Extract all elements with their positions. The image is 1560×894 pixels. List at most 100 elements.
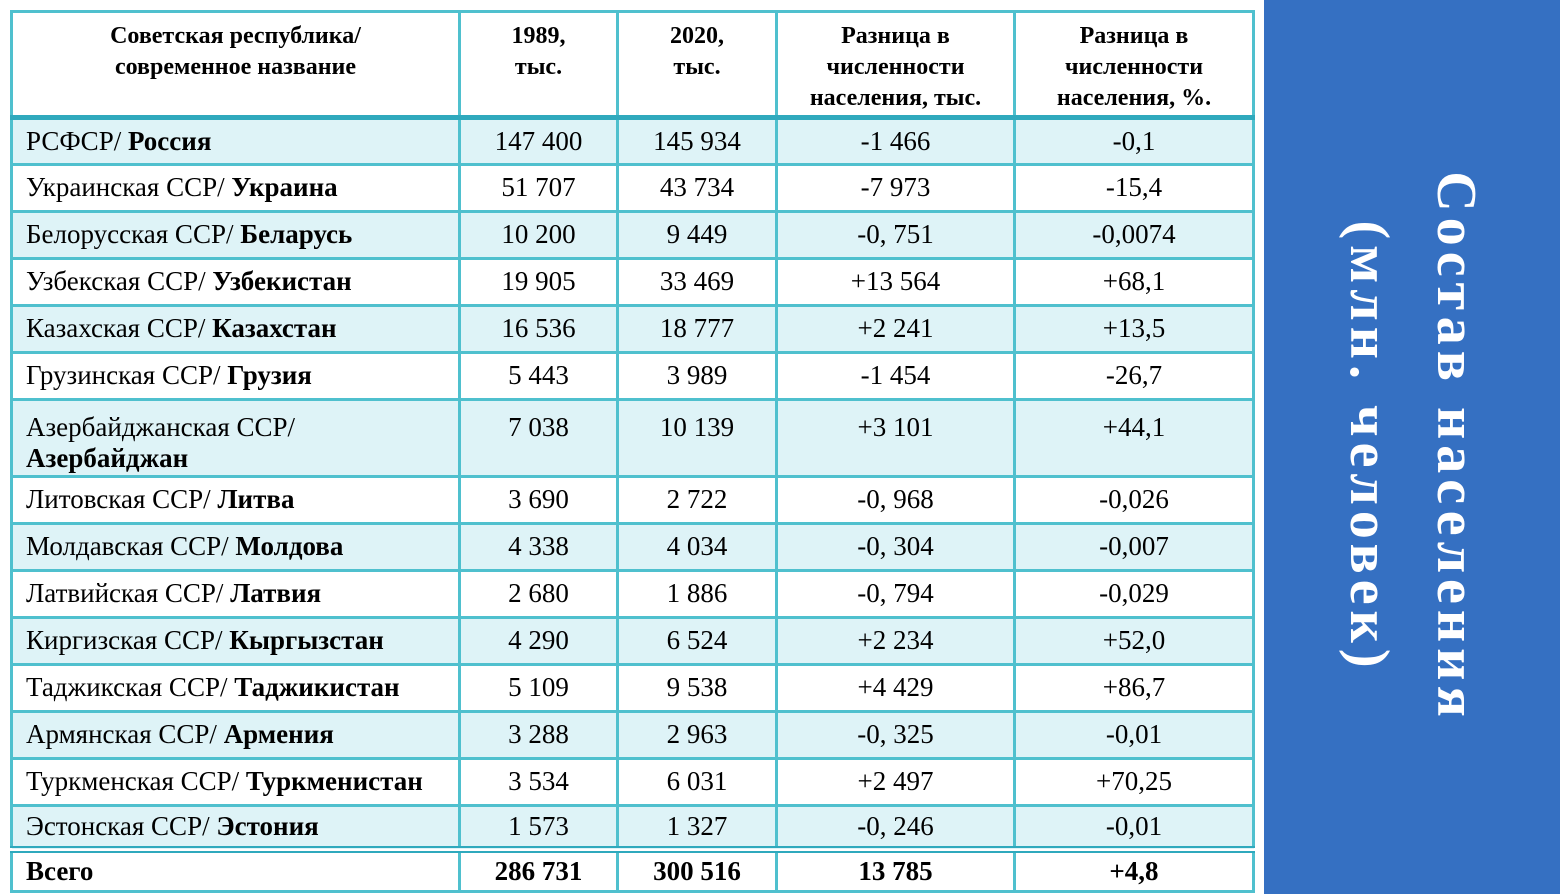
table-row: Молдавская ССР/ Молдова 4 338 4 034 -0, … (10, 521, 1255, 572)
republic-soviet-name: Украинская ССР/ (26, 172, 225, 203)
pop-1989-cell: 4 338 (458, 521, 619, 572)
diff-thousands-cell: +4 429 (775, 662, 1016, 713)
table-row: Казахская ССР/ Казахстан 16 536 18 777 +… (10, 303, 1255, 354)
republic-modern-name: Грузия (227, 360, 312, 391)
republic-cell: Туркменская ССР/ Туркменистан (10, 756, 461, 807)
band-title-line2: (млн. человек) (1338, 220, 1400, 674)
table-row: Узбекская ССР/ Узбекистан 19 905 33 469 … (10, 256, 1255, 307)
republic-soviet-name: Молдавская ССР/ (26, 531, 229, 562)
pop-2020-cell: 3 989 (616, 350, 778, 401)
col-header-republic: Советская республика/ современное назван… (10, 10, 461, 120)
diff-thousands-cell: -0, 794 (775, 568, 1016, 619)
republic-modern-name: Литва (217, 484, 295, 515)
table-row: Грузинская ССР/ Грузия 5 443 3 989 -1 45… (10, 350, 1255, 401)
republic-soviet-name: Армянская ССР/ (26, 719, 217, 750)
pop-1989-cell: 1 573 (458, 803, 619, 851)
diff-thousands-cell: -1 466 (775, 115, 1016, 166)
pop-1989-cell: 5 443 (458, 350, 619, 401)
republic-cell: Армянская ССР/ Армения (10, 709, 461, 760)
diff-thousands-cell: -0, 304 (775, 521, 1016, 572)
total-label: Всего (10, 845, 461, 893)
diff-percent-cell: +86,7 (1013, 662, 1255, 713)
republic-modern-name: Казахстан (212, 313, 337, 344)
diff-percent-cell: +52,0 (1013, 615, 1255, 666)
republic-modern-name: Россия (127, 125, 212, 156)
pop-2020-cell: 18 777 (616, 303, 778, 354)
pop-1989-cell: 16 536 (458, 303, 619, 354)
diff-percent-cell: -0,029 (1013, 568, 1255, 619)
col-header-2020: 2020, тыс. (616, 10, 778, 120)
republic-modern-name: Латвия (230, 578, 322, 609)
band-title-line1: Состав населения (1424, 171, 1487, 723)
col-header-diff-percent: Разница в численности населения, %. (1013, 10, 1255, 120)
pop-1989-cell: 147 400 (458, 115, 619, 166)
republic-cell: Украинская ССР/ Украина (10, 162, 461, 213)
header-row: Советская республика/ современное назван… (10, 10, 1255, 120)
republic-cell: Азербайджанская ССР/ Азербайджан (10, 397, 461, 478)
republic-modern-name: Беларусь (240, 219, 353, 250)
table-row: Таджикская ССР/ Таджикистан 5 109 9 538 … (10, 662, 1255, 713)
pop-1989-cell: 3 690 (458, 474, 619, 525)
republic-modern-name: Узбекистан (212, 266, 352, 297)
republic-cell: Киргизская ССР/ Кыргызстан (10, 615, 461, 666)
pop-2020-cell: 33 469 (616, 256, 778, 307)
pop-2020-cell: 43 734 (616, 162, 778, 213)
table-row: Туркменская ССР/ Туркменистан 3 534 6 03… (10, 756, 1255, 807)
diff-percent-cell: -0,01 (1013, 709, 1255, 760)
table-row: Эстонская ССР/ Эстония 1 573 1 327 -0, 2… (10, 803, 1255, 851)
diff-thousands-cell: +2 497 (775, 756, 1016, 807)
table-row: Киргизская ССР/ Кыргызстан 4 290 6 524 +… (10, 615, 1255, 666)
total-pop-1989: 286 731 (458, 845, 619, 893)
total-diff-thousands: 13 785 (775, 845, 1016, 893)
diff-thousands-cell: -0, 751 (775, 209, 1016, 260)
pop-1989-cell: 51 707 (458, 162, 619, 213)
pop-2020-cell: 2 963 (616, 709, 778, 760)
diff-thousands-cell: +13 564 (775, 256, 1016, 307)
republic-soviet-name: Азербайджанская ССР/ (26, 411, 296, 442)
republic-modern-name: Азербайджан (26, 442, 189, 473)
table-row: Латвийская ССР/ Латвия 2 680 1 886 -0, 7… (10, 568, 1255, 619)
diff-thousands-cell: -0, 325 (775, 709, 1016, 760)
republic-soviet-name: Узбекская ССР/ (26, 266, 206, 297)
republic-cell: Узбекская ССР/ Узбекистан (10, 256, 461, 307)
republic-modern-name: Эстония (216, 810, 319, 841)
republic-modern-name: Молдова (235, 531, 344, 562)
republic-modern-name: Армения (223, 719, 334, 750)
republic-cell: Эстонская ССР/ Эстония (10, 803, 461, 851)
table-row: Украинская ССР/ Украина 51 707 43 734 -7… (10, 162, 1255, 213)
diff-thousands-cell: +2 234 (775, 615, 1016, 666)
pop-1989-cell: 3 534 (458, 756, 619, 807)
diff-thousands-cell: +3 101 (775, 397, 1016, 478)
total-pop-2020: 300 516 (616, 845, 778, 893)
side-band: Состав населения (млн. человек) (1264, 0, 1560, 894)
republic-cell: Латвийская ССР/ Латвия (10, 568, 461, 619)
pop-2020-cell: 1 886 (616, 568, 778, 619)
pop-2020-cell: 10 139 (616, 397, 778, 478)
table-row: Белорусская ССР/ Беларусь 10 200 9 449 -… (10, 209, 1255, 260)
col-header-1989: 1989, тыс. (458, 10, 619, 120)
republic-soviet-name: Эстонская ССР/ (26, 810, 210, 841)
pop-2020-cell: 1 327 (616, 803, 778, 851)
pop-1989-cell: 7 038 (458, 397, 619, 478)
republic-soviet-name: Белорусская ССР/ (26, 219, 234, 250)
table-row: Азербайджанская ССР/ Азербайджан 7 038 1… (10, 397, 1255, 478)
republic-cell: Казахская ССР/ Казахстан (10, 303, 461, 354)
pop-1989-cell: 19 905 (458, 256, 619, 307)
pop-2020-cell: 6 524 (616, 615, 778, 666)
pop-2020-cell: 9 449 (616, 209, 778, 260)
pop-1989-cell: 3 288 (458, 709, 619, 760)
diff-thousands-cell: -0, 968 (775, 474, 1016, 525)
diff-thousands-cell: +2 241 (775, 303, 1016, 354)
pop-1989-cell: 2 680 (458, 568, 619, 619)
republic-soviet-name: Киргизская ССР/ (26, 625, 223, 656)
diff-thousands-cell: -7 973 (775, 162, 1016, 213)
pop-1989-cell: 4 290 (458, 615, 619, 666)
pop-1989-cell: 5 109 (458, 662, 619, 713)
republic-soviet-name: Латвийская ССР/ (26, 578, 224, 609)
diff-percent-cell: -0,007 (1013, 521, 1255, 572)
pop-2020-cell: 2 722 (616, 474, 778, 525)
republic-cell: Белорусская ССР/ Беларусь (10, 209, 461, 260)
republic-soviet-name: Туркменская ССР/ (26, 766, 240, 797)
population-table: Советская республика/ современное назван… (10, 10, 1255, 893)
pop-2020-cell: 4 034 (616, 521, 778, 572)
